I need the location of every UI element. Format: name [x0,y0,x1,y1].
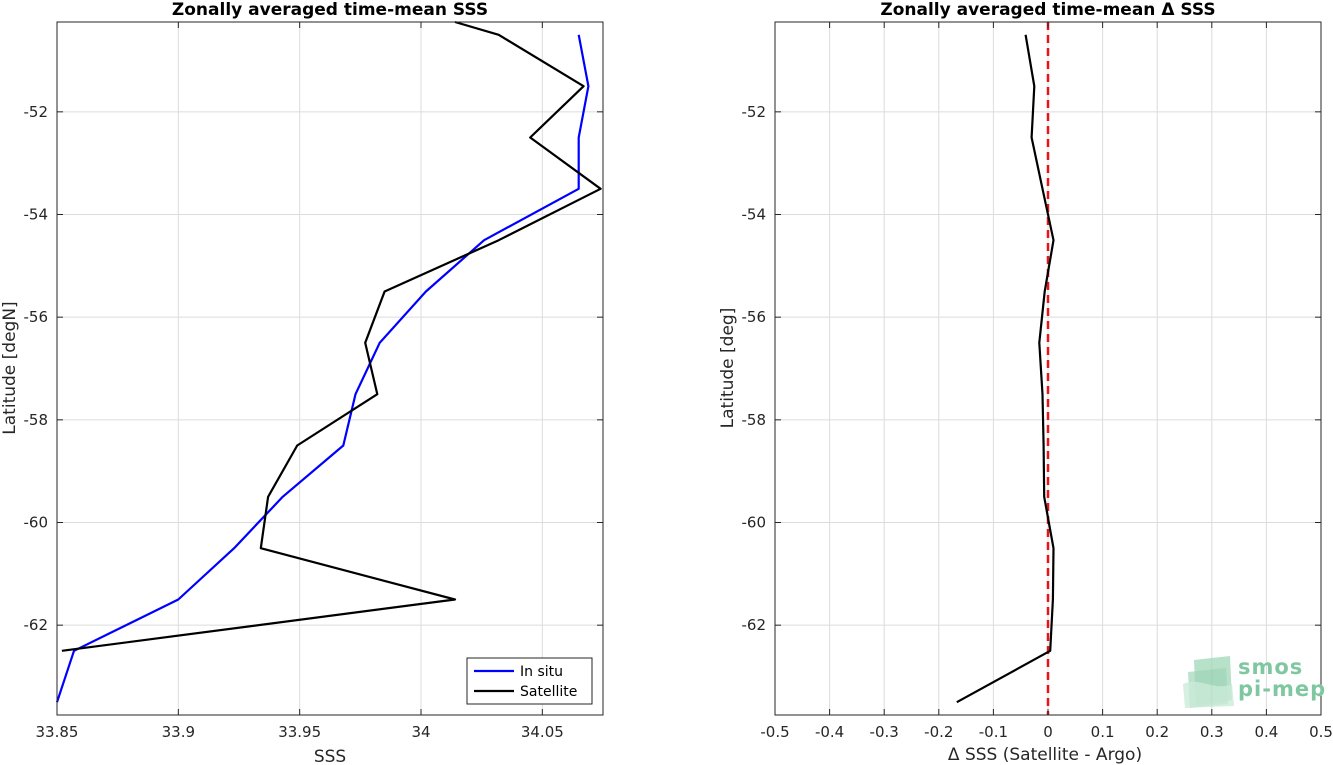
right-x-tick-label: -0.5 [760,723,789,741]
left-ticks: 33.85 33.9 33.95 34 34.05 -62 -60 -58 -56 -54 -52 [24,22,603,741]
left-grid [56,22,603,715]
right-y-axis-label: Latitude [deg] [718,308,738,429]
right-y-tick-label: -56 [742,308,767,326]
logo-line-2: pi-mep [1238,677,1327,701]
legend-in-situ-label: In situ [520,664,563,680]
left-y-tick-label: -52 [24,103,49,121]
right-x-tick-label: 0.4 [1254,723,1278,741]
right-x-tick-label: -0.2 [924,723,953,741]
left-y-axis-label: Latitude [degN] [0,301,20,434]
left-x-tick-label: 33.85 [36,723,79,741]
right-x-tick-label: 0.3 [1200,723,1224,741]
sss-panel: Zonally averaged time-mean SSS 33.85 33.9… [0,0,604,765]
layered-wave-icon [1183,656,1234,708]
right-y-tick-label: -52 [742,103,767,121]
left-y-tick-label: -54 [24,206,49,224]
left-y-tick-label: -62 [24,616,49,634]
right-x-tick-label: 0.5 [1309,723,1333,741]
left-x-tick-label: 33.9 [162,723,195,741]
right-x-tick-label: 0.1 [1091,723,1115,741]
left-x-tick-label: 34 [411,723,430,741]
right-x-tick-label: -0.4 [815,723,844,741]
right-x-tick-label: -0.3 [870,723,899,741]
left-x-tick-label: 33.95 [278,723,321,741]
series-line-in-situ [55,34,590,703]
right-chart-title: Zonally averaged time-mean Δ SSS [880,0,1215,20]
legend-box [466,657,593,705]
legend: In situ Satellite [466,657,593,705]
right-x-axis-label: Δ SSS (Satellite - Argo) [948,745,1142,765]
series-line-satellite [61,20,602,652]
left-y-tick-label: -60 [24,514,49,532]
left-x-axis-label: SSS [314,747,346,765]
right-y-tick-label: -54 [742,206,767,224]
right-x-tick-label: 0.2 [1145,723,1169,741]
left-chart-title: Zonally averaged time-mean SSS [172,0,488,20]
delta-sss-panel: Zonally averaged time-mean Δ SSS -0.5 -0.… [718,0,1333,765]
left-series [55,20,602,703]
left-y-tick-label: -56 [24,308,49,326]
left-y-tick-label: -58 [24,411,49,429]
right-x-tick-label: -0.1 [979,723,1008,741]
right-ticks: -0.5 -0.4 -0.3 -0.2 -0.1 0 0.1 0.2 0.3 0.4 0.5 -62 -… [742,22,1333,741]
logo-line-1: smos [1238,655,1304,679]
series-line-delta [956,34,1055,704]
right-series [956,34,1055,704]
right-y-tick-label: -62 [742,616,767,634]
right-y-tick-label: -60 [742,514,767,532]
legend-satellite-label: Satellite [520,684,577,700]
left-axes-box [56,21,604,716]
right-x-tick-label: 0 [1043,723,1053,741]
left-x-tick-label: 34.05 [521,723,564,741]
right-y-tick-label: -58 [742,411,767,429]
